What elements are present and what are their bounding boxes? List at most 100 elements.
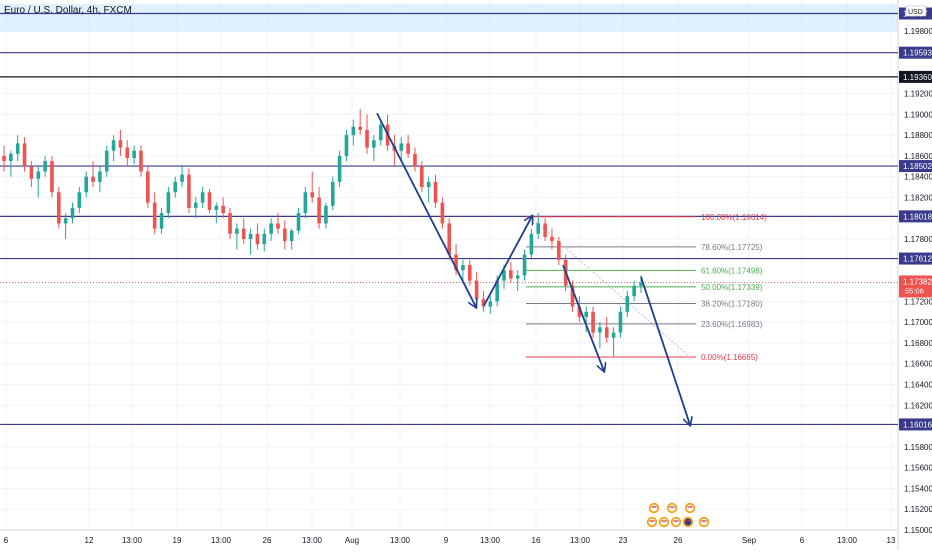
- us-flag-event-icon[interactable]: [666, 502, 678, 514]
- candle-body[interactable]: [399, 143, 404, 151]
- projection-arrow[interactable]: [562, 264, 604, 371]
- candle-body[interactable]: [269, 223, 273, 234]
- candle-body[interactable]: [543, 223, 547, 237]
- us-flag-event-icon[interactable]: [670, 516, 682, 528]
- candle-body[interactable]: [235, 228, 239, 234]
- candle-body[interactable]: [317, 197, 321, 224]
- candle-body[interactable]: [255, 233, 260, 245]
- candle-body[interactable]: [447, 223, 452, 255]
- candle-body[interactable]: [413, 153, 417, 167]
- candle-body[interactable]: [2, 155, 6, 162]
- candle-body[interactable]: [577, 306, 582, 317]
- candle-body[interactable]: [365, 129, 369, 148]
- candle-body[interactable]: [632, 285, 636, 297]
- candle-body[interactable]: [378, 124, 383, 141]
- candle-body[interactable]: [639, 282, 643, 286]
- candle-body[interactable]: [56, 192, 61, 224]
- candle-body[interactable]: [337, 155, 342, 182]
- candle-body[interactable]: [98, 171, 102, 182]
- candle-body[interactable]: [118, 140, 123, 148]
- candle-body[interactable]: [152, 202, 157, 229]
- candle-body[interactable]: [132, 150, 136, 158]
- candle-body[interactable]: [283, 228, 287, 242]
- us-flag-event-icon[interactable]: [648, 502, 660, 514]
- us-flag-event-icon[interactable]: [684, 502, 696, 514]
- candle-body[interactable]: [139, 150, 143, 172]
- candle-body[interactable]: [536, 223, 541, 234]
- currency-badge[interactable]: [905, 5, 927, 17]
- candle-body[interactable]: [351, 126, 356, 136]
- candle-body[interactable]: [420, 166, 424, 188]
- us-flag-event-icon[interactable]: [698, 516, 710, 528]
- candle-body[interactable]: [330, 181, 335, 206]
- candle-body[interactable]: [515, 275, 520, 279]
- candle-body[interactable]: [15, 143, 20, 154]
- candle-body[interactable]: [166, 192, 171, 214]
- candle-body[interactable]: [509, 270, 513, 279]
- candle-body[interactable]: [488, 301, 493, 307]
- candle-body[interactable]: [50, 161, 54, 193]
- candle-body[interactable]: [591, 311, 595, 333]
- candle-body[interactable]: [618, 311, 623, 333]
- candle-body[interactable]: [324, 205, 328, 224]
- candle-body[interactable]: [303, 192, 308, 214]
- candle-body[interactable]: [433, 181, 438, 203]
- candle-body[interactable]: [550, 236, 554, 242]
- candle-body[interactable]: [159, 213, 164, 229]
- candle-body[interactable]: [310, 192, 315, 198]
- candle-body[interactable]: [173, 181, 178, 193]
- candle-body[interactable]: [557, 241, 561, 260]
- candle-body[interactable]: [372, 140, 376, 148]
- candle-body[interactable]: [598, 327, 602, 333]
- candle-body[interactable]: [228, 213, 232, 234]
- candle-body[interactable]: [221, 205, 225, 214]
- candle-body[interactable]: [77, 192, 82, 208]
- candle-body[interactable]: [296, 213, 301, 231]
- candle-body[interactable]: [481, 299, 486, 307]
- candle-body[interactable]: [276, 223, 280, 229]
- candle-body[interactable]: [604, 327, 609, 338]
- candle-body[interactable]: [467, 265, 472, 281]
- us-flag-event-icon[interactable]: [658, 516, 670, 528]
- candle-body[interactable]: [529, 233, 534, 255]
- candle-body[interactable]: [29, 166, 34, 179]
- candle-body[interactable]: [200, 192, 205, 203]
- candle-body[interactable]: [440, 202, 445, 224]
- candle-body[interactable]: [248, 233, 253, 240]
- projection-arrow[interactable]: [376, 112, 476, 307]
- candle-body[interactable]: [262, 233, 267, 245]
- candle-body[interactable]: [180, 174, 184, 182]
- candle-body[interactable]: [522, 254, 527, 276]
- candle-body[interactable]: [84, 176, 88, 193]
- candle-body[interactable]: [146, 171, 150, 203]
- candle-body[interactable]: [344, 135, 349, 156]
- candle-body[interactable]: [214, 205, 219, 210]
- projection-arrow[interactable]: [640, 276, 690, 425]
- projection-arrow[interactable]: [483, 216, 532, 306]
- candle-body[interactable]: [36, 171, 41, 179]
- candle-body[interactable]: [9, 153, 13, 162]
- candle-body[interactable]: [43, 161, 47, 172]
- candle-body[interactable]: [104, 150, 109, 172]
- us-flag-event-icon[interactable]: [682, 516, 694, 528]
- candle-body[interactable]: [111, 140, 116, 151]
- candle-body[interactable]: [502, 270, 506, 281]
- candle-body[interactable]: [474, 280, 479, 300]
- candle-body[interactable]: [454, 254, 458, 271]
- candle-body[interactable]: [241, 228, 246, 240]
- candle-body[interactable]: [625, 296, 630, 312]
- candle-body[interactable]: [70, 207, 75, 219]
- candle-body[interactable]: [187, 174, 191, 208]
- candle-body[interactable]: [91, 176, 95, 182]
- candle-body[interactable]: [289, 230, 294, 242]
- candle-body[interactable]: [611, 332, 616, 338]
- candle-body[interactable]: [125, 147, 130, 158]
- candle-body[interactable]: [63, 218, 68, 224]
- candle-body[interactable]: [22, 143, 27, 167]
- candle-body[interactable]: [406, 143, 410, 154]
- candle-body[interactable]: [461, 265, 465, 271]
- candle-body[interactable]: [207, 192, 212, 210]
- candle-body[interactable]: [426, 181, 431, 188]
